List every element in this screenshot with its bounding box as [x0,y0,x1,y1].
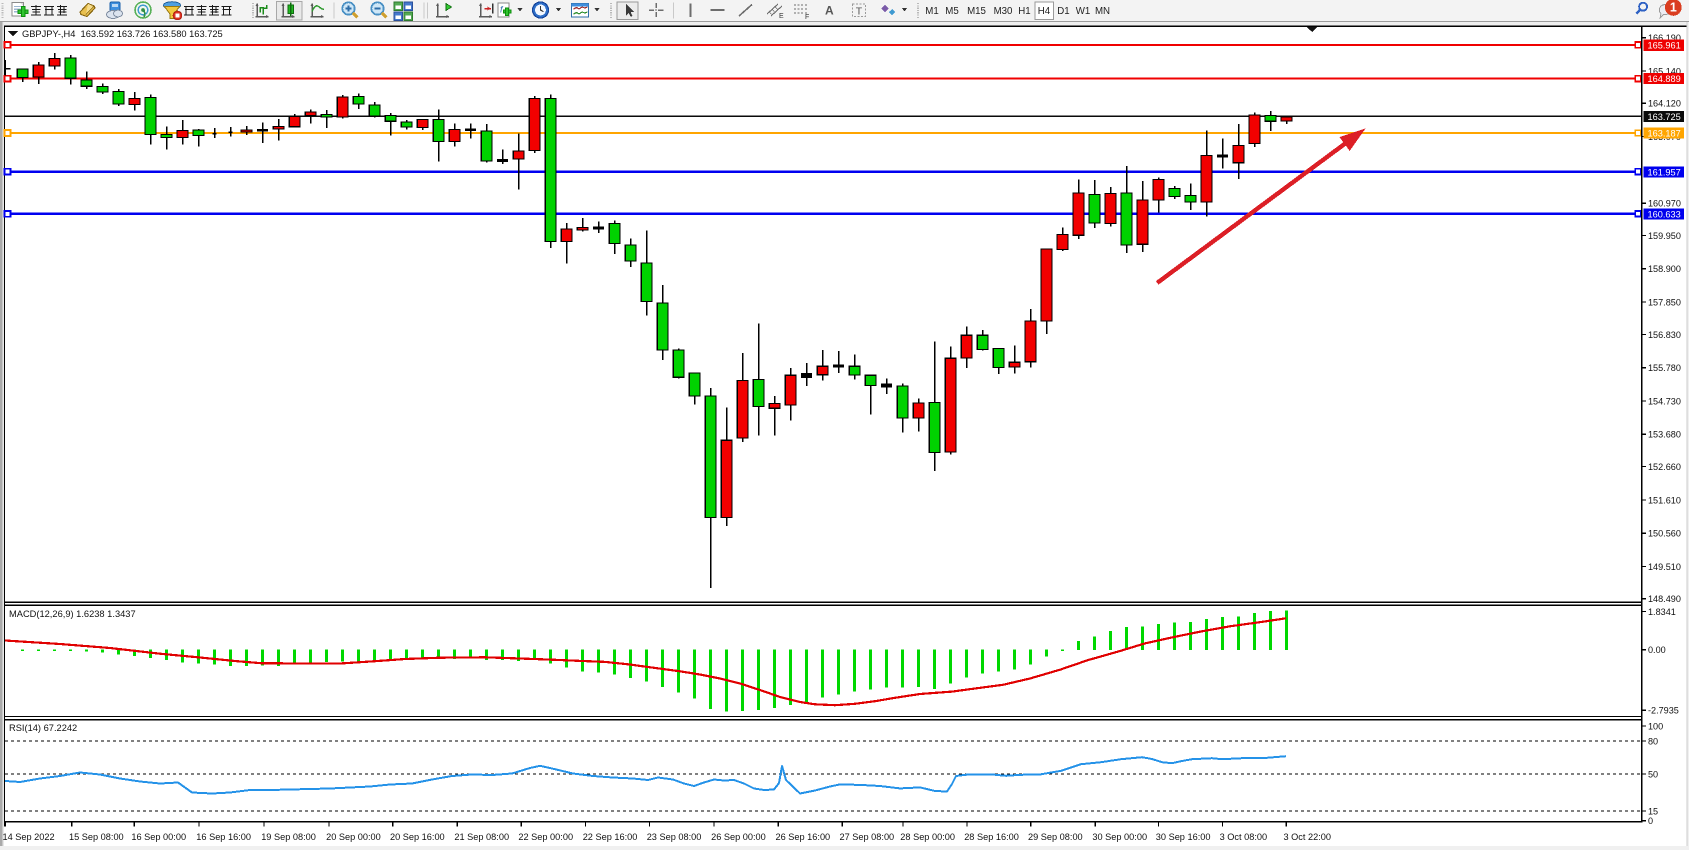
svg-text:23 Sep 08:00: 23 Sep 08:00 [647,832,702,842]
svg-text:157.850: 157.850 [1648,298,1681,308]
svg-text:152.660: 152.660 [1648,462,1681,472]
svg-text:30 Sep 00:00: 30 Sep 00:00 [1092,832,1147,842]
svg-text:0.00: 0.00 [1648,645,1666,655]
svg-text:100: 100 [1648,721,1663,731]
svg-text:T: T [856,5,863,17]
svg-text:0: 0 [1648,816,1653,826]
svg-text:3 Oct 22:00: 3 Oct 22:00 [1284,832,1332,842]
svg-text:M15: M15 [967,6,986,17]
svg-text:F: F [805,14,809,21]
svg-text:15: 15 [1648,806,1658,816]
svg-text:164.889: 164.889 [1648,74,1681,84]
svg-text:H1: H1 [1018,6,1030,17]
svg-text:148.490: 148.490 [1648,594,1681,604]
svg-text:165.961: 165.961 [1648,41,1681,51]
svg-text:26 Sep 00:00: 26 Sep 00:00 [711,832,766,842]
svg-text:29 Sep 08:00: 29 Sep 08:00 [1028,832,1083,842]
svg-text:163.187: 163.187 [1648,129,1681,139]
svg-text:3 Oct 08:00: 3 Oct 08:00 [1220,832,1268,842]
svg-text:153.680: 153.680 [1648,430,1681,440]
svg-text:M5: M5 [945,6,958,17]
svg-text:MACD(12,26,9) 1.6238 1.3437: MACD(12,26,9) 1.6238 1.3437 [9,609,136,619]
svg-text:GBPJPY-,H4 163.592 163.726 16: GBPJPY-,H4 163.592 163.726 163.580 163.7… [22,29,223,39]
svg-text:E: E [779,13,784,20]
svg-text:161.957: 161.957 [1648,167,1681,177]
svg-text:154.730: 154.730 [1648,396,1681,406]
svg-text:150.560: 150.560 [1648,529,1681,539]
svg-text:28 Sep 00:00: 28 Sep 00:00 [900,832,955,842]
svg-text:1: 1 [1670,1,1677,15]
svg-text:159.950: 159.950 [1648,231,1681,241]
svg-text:20 Sep 00:00: 20 Sep 00:00 [326,832,381,842]
svg-text:M1: M1 [925,6,938,17]
svg-text:151.610: 151.610 [1648,495,1681,505]
svg-text:15 Sep 08:00: 15 Sep 08:00 [69,832,124,842]
svg-text:D1: D1 [1057,6,1069,17]
svg-text:14 Sep 2022: 14 Sep 2022 [3,832,55,842]
svg-text:28 Sep 16:00: 28 Sep 16:00 [964,832,1019,842]
svg-text:A: A [825,4,834,18]
svg-text:-2.7935: -2.7935 [1648,706,1679,716]
svg-text:H4: H4 [1038,6,1051,17]
svg-text:155.780: 155.780 [1648,363,1681,373]
svg-text:160.970: 160.970 [1648,199,1681,209]
svg-text:W1: W1 [1076,6,1091,17]
svg-text:166.190: 166.190 [1648,33,1681,43]
svg-text:20 Sep 16:00: 20 Sep 16:00 [390,832,445,842]
svg-text:30 Sep 16:00: 30 Sep 16:00 [1156,832,1211,842]
svg-text:16 Sep 16:00: 16 Sep 16:00 [196,832,251,842]
svg-text:50: 50 [1648,769,1658,779]
svg-text:M30: M30 [994,6,1013,17]
svg-text:164.120: 164.120 [1648,99,1681,109]
svg-text:158.900: 158.900 [1648,264,1681,274]
svg-text:21 Sep 08:00: 21 Sep 08:00 [454,832,509,842]
svg-text:160.633: 160.633 [1648,209,1681,219]
svg-text:MN: MN [1095,6,1110,17]
svg-text:22 Sep 00:00: 22 Sep 00:00 [518,832,573,842]
svg-text:1.8341: 1.8341 [1648,607,1676,617]
svg-text:163.725: 163.725 [1648,112,1681,122]
svg-text:22 Sep 16:00: 22 Sep 16:00 [583,832,638,842]
svg-text:149.510: 149.510 [1648,562,1681,572]
svg-text:16 Sep 00:00: 16 Sep 00:00 [131,832,186,842]
svg-text:f: f [500,5,504,15]
svg-text:RSI(14) 67.2242: RSI(14) 67.2242 [9,723,77,733]
svg-text:19 Sep 08:00: 19 Sep 08:00 [261,832,316,842]
svg-text:26 Sep 16:00: 26 Sep 16:00 [776,832,831,842]
svg-text:165.140: 165.140 [1648,66,1681,76]
svg-text:27 Sep 08:00: 27 Sep 08:00 [840,832,895,842]
svg-text:156.830: 156.830 [1648,330,1681,340]
svg-text:80: 80 [1648,736,1658,746]
